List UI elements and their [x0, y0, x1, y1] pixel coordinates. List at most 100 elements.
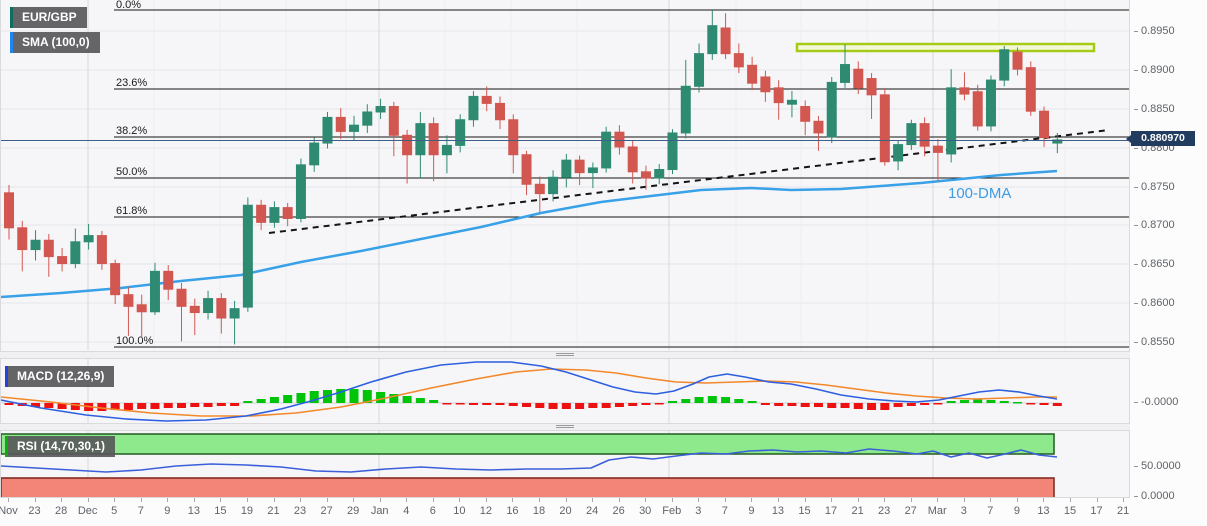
rsi-overbought-band	[1, 433, 1055, 455]
macd-histogram-bar	[415, 398, 425, 403]
candle	[57, 256, 68, 265]
price-axis-label: 0.8900	[1134, 64, 1175, 76]
time-axis-tick	[1123, 498, 1125, 502]
price-axis-label: 0.8750	[1134, 181, 1175, 193]
macd-histogram-bar	[309, 391, 319, 403]
rsi-panel[interactable]	[0, 430, 1130, 498]
sma-indicator-tag[interactable]: SMA (100,0)	[10, 32, 100, 53]
time-axis-label: 27	[904, 505, 917, 517]
rsi-indicator-tag[interactable]: RSI (14,70,30,1)	[5, 436, 116, 457]
price-axis-label: 0.8850	[1134, 103, 1175, 115]
rsi-chart[interactable]	[1, 431, 1129, 497]
time-axis-tick	[804, 498, 806, 502]
macd-accent-bar	[5, 366, 8, 387]
candle	[402, 134, 413, 156]
time-axis-label: 10	[453, 505, 466, 517]
time-axis-label: 13	[771, 505, 785, 517]
macd-histogram-bar	[681, 399, 691, 403]
macd-histogram-bar	[256, 399, 266, 403]
macd-histogram-bar	[216, 403, 226, 406]
fib-level-label: 50.0%	[116, 166, 147, 178]
candle	[1025, 67, 1036, 112]
candle	[43, 239, 54, 258]
time-axis-label: 26	[612, 505, 625, 517]
candle	[773, 87, 784, 104]
macd-chart[interactable]	[1, 359, 1129, 423]
time-axis-tick	[671, 498, 673, 502]
macd-histogram-bar	[575, 403, 585, 409]
macd-histogram-bar	[880, 403, 890, 410]
time-axis-tick	[990, 498, 992, 502]
separator-drag-handle-icon[interactable]	[556, 353, 574, 357]
macd-histogram-bar	[455, 403, 465, 405]
macd-histogram-bar	[1026, 403, 1036, 405]
rsi-axis-mid: 50.0000	[1134, 460, 1181, 472]
price-chart-panel[interactable]: 0.0% 23.6% 38.2% 50.0% 61.8% 100.0%	[0, 0, 1130, 352]
candle	[455, 119, 466, 146]
time-axis-label: Jan	[370, 505, 389, 517]
macd-histogram-bar	[230, 403, 240, 406]
candle	[1012, 51, 1023, 70]
macd-histogram-bar	[389, 394, 399, 403]
candle	[322, 116, 333, 144]
price-axis-label: 0.8650	[1134, 258, 1175, 270]
macd-indicator-tag[interactable]: MACD (12,26,9)	[5, 366, 115, 387]
time-axis-tick	[220, 498, 222, 502]
macd-histogram-bar	[495, 403, 505, 405]
candle	[521, 154, 532, 185]
macd-histogram-bar	[535, 403, 545, 408]
candlestick-chart[interactable]: 0.0% 23.6% 38.2% 50.0% 61.8% 100.0%	[1, 0, 1129, 350]
macd-histogram-bar	[668, 401, 677, 403]
price-axis-label: 0.8700	[1134, 219, 1175, 231]
time-axis-label: 5	[111, 505, 118, 517]
macd-histogram-bar	[813, 403, 823, 407]
candle	[534, 183, 545, 195]
macd-histogram-bar	[920, 403, 930, 405]
macd-histogram-bar	[508, 403, 518, 406]
macd-histogram-bar	[747, 401, 757, 403]
candle	[826, 81, 837, 138]
macd-histogram-bar	[734, 399, 744, 403]
time-axis-tick	[1096, 498, 1098, 502]
macd-histogram-bar	[601, 403, 611, 408]
candle	[136, 304, 147, 313]
symbol-label: EUR/GBP	[13, 7, 87, 28]
sma-accent-bar	[10, 32, 13, 53]
macd-label: MACD (12,26,9)	[8, 366, 115, 387]
candle	[4, 192, 14, 229]
macd-histogram-bar	[707, 396, 717, 403]
candle	[760, 76, 771, 93]
macd-histogram-bar	[522, 403, 532, 407]
macd-histogram-bar	[614, 403, 624, 407]
time-axis-tick	[300, 498, 302, 502]
macd-histogram-bar	[973, 399, 983, 403]
macd-histogram-bar	[243, 401, 253, 403]
current-price-badge: 0.880970	[1126, 131, 1195, 146]
macd-histogram-bar	[774, 403, 784, 406]
time-axis-label: 17	[1090, 505, 1103, 517]
candle	[786, 99, 797, 105]
fib-level-label: 100.0%	[116, 335, 154, 347]
macd-histogram-bar	[283, 395, 293, 403]
time-axis-tick	[432, 498, 434, 502]
macd-panel[interactable]	[0, 358, 1130, 424]
symbol-tag[interactable]: EUR/GBP	[10, 7, 87, 28]
time-axis-tick	[565, 498, 567, 502]
time-axis-label: 9	[164, 505, 171, 517]
macd-histogram-bar	[190, 403, 200, 407]
macd-histogram-bar	[694, 397, 704, 403]
macd-histogram-bar	[468, 403, 478, 405]
fib-level-label: 23.6%	[116, 77, 147, 89]
time-axis[interactable]: Nov 23 28 Dec 5 7 9 13 15 19 21 23 27 29 Jan 4 6 10 12 16 18…	[0, 498, 1130, 526]
separator-drag-handle-icon[interactable]	[556, 425, 574, 429]
panel-separator	[0, 424, 1130, 430]
candle	[256, 204, 267, 223]
candle	[667, 132, 678, 170]
candle	[415, 123, 426, 156]
macd-histogram-bar	[641, 403, 651, 405]
candle	[548, 176, 559, 195]
candle	[840, 64, 851, 83]
candle	[335, 116, 346, 132]
time-axis-tick	[87, 498, 89, 502]
time-axis-tick	[406, 498, 408, 502]
